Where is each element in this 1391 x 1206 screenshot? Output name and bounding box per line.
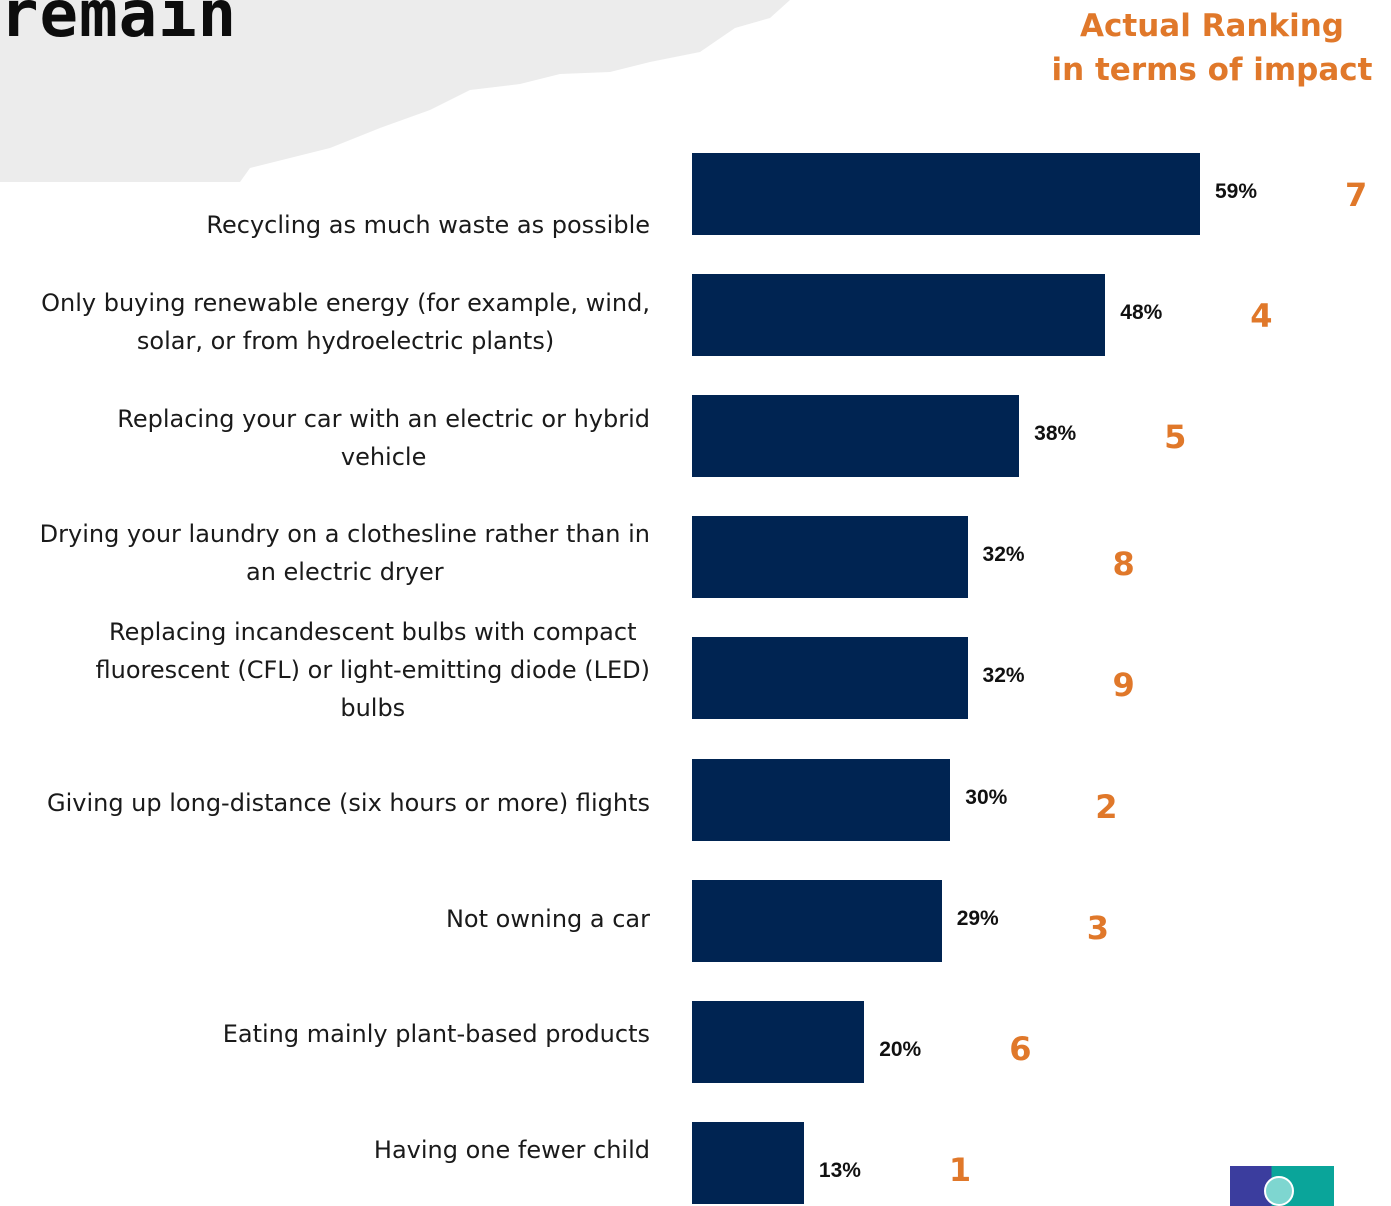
category-label: Having one fewer child: [373, 1136, 650, 1164]
value-label: 38%: [1034, 422, 1077, 446]
bar: [692, 879, 942, 962]
bar: [692, 758, 951, 841]
ranking-number: 1: [948, 1150, 972, 1189]
ranking-number: 8: [1112, 545, 1135, 584]
ranking-number: 3: [1086, 908, 1109, 947]
category-label: Not owning a car: [445, 905, 650, 933]
category-label: Replacing incandescent bulbs with compac…: [95, 618, 650, 722]
bar: [692, 1000, 865, 1083]
category-label: Drying your laundry on a clothesline rat…: [39, 520, 650, 586]
category-label: Eating mainly plant-based products: [222, 1020, 650, 1048]
category-label: Replacing your car with an electric or h…: [117, 405, 650, 471]
ranking-number: 6: [1009, 1029, 1032, 1068]
ranking-number: 5: [1164, 418, 1187, 457]
ranking-heading: Actual Ranking in terms of impact: [1030, 4, 1391, 92]
value-label: 30%: [965, 785, 1008, 809]
bar: [692, 395, 1020, 478]
value-label: 59%: [1215, 180, 1258, 203]
ranking-number: 2: [1095, 787, 1118, 826]
bar: [692, 274, 1106, 357]
bar: [692, 153, 1200, 235]
brand-logo: [1230, 1166, 1334, 1206]
bar: [692, 1121, 804, 1204]
value-label: 20%: [879, 1037, 922, 1061]
bar: [692, 637, 968, 720]
ranking-number: 7: [1345, 176, 1368, 214]
value-label: 29%: [956, 906, 999, 930]
value-label: 13%: [818, 1158, 861, 1182]
ranking-number: 9: [1112, 666, 1135, 705]
value-label: 32%: [982, 543, 1025, 567]
page-title: remain: [0, 0, 238, 52]
value-label: 48%: [1120, 301, 1163, 325]
category-label: Recycling as much waste as possible: [206, 211, 650, 239]
category-label: Giving up long-distance (six hours or mo…: [46, 789, 650, 817]
ranking-heading-line1: Actual Ranking: [1080, 8, 1344, 44]
logo-mark-icon: [1264, 1176, 1294, 1206]
ranking-heading-line2: in terms of impact: [1051, 52, 1373, 88]
category-label: Only buying renewable energy (for exampl…: [41, 289, 650, 355]
value-label: 32%: [982, 664, 1025, 688]
bar: [692, 516, 968, 599]
ranking-number: 4: [1250, 297, 1273, 336]
